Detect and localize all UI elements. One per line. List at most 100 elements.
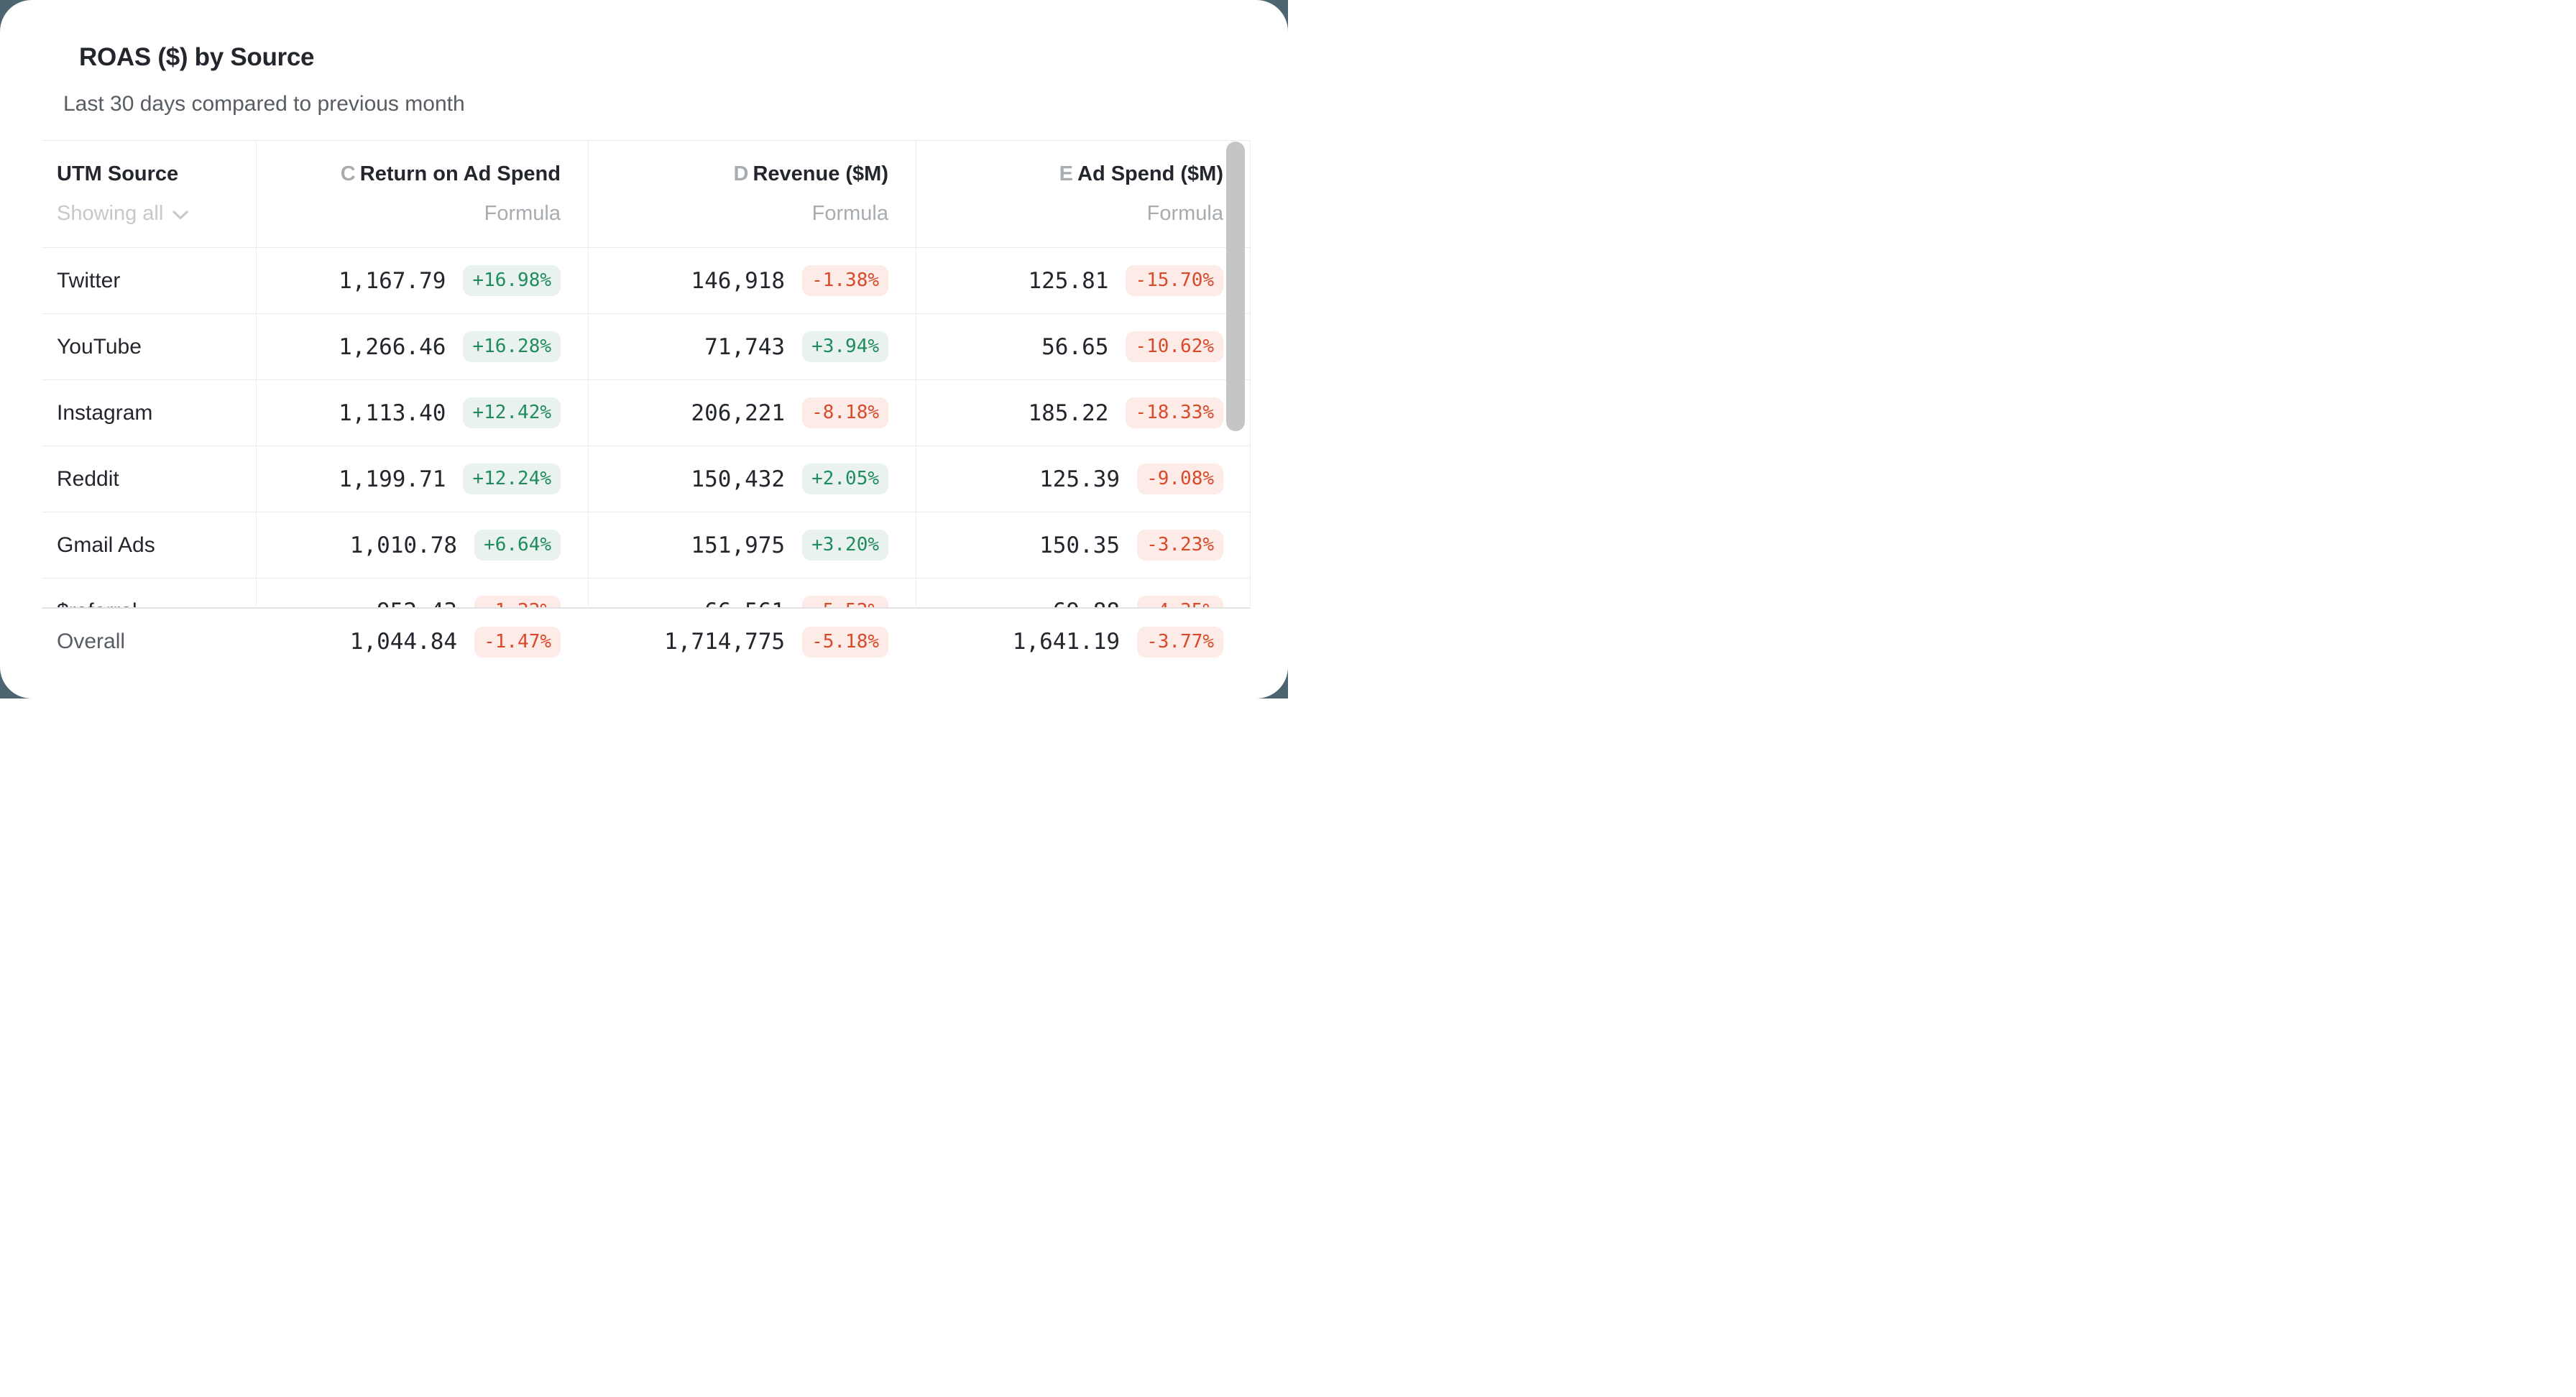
column-letter: C bbox=[340, 162, 356, 185]
source-cell: YouTube bbox=[57, 334, 142, 359]
summary-row: Overall 1,044.84 -1.47% 1,714,775 -5.18% 1… bbox=[42, 607, 1251, 675]
revenue-cell: 146,918 -1.38% bbox=[588, 248, 916, 313]
roas-value: 1,266.46 bbox=[339, 333, 446, 360]
column-label: Ad Spend ($M) bbox=[1077, 162, 1223, 185]
roas-delta-badge: -1.22% bbox=[474, 596, 561, 607]
column-formula-label: Formula bbox=[811, 202, 888, 225]
ad-spend-value: 150.35 bbox=[1039, 532, 1121, 558]
column-header-revenue[interactable]: D Revenue ($M) Formula bbox=[588, 141, 916, 247]
ad-spend-value: 125.81 bbox=[1028, 267, 1109, 294]
source-cell: Instagram bbox=[57, 400, 153, 425]
ad-spend-delta-badge: -3.23% bbox=[1137, 530, 1223, 561]
column-letter: E bbox=[1059, 162, 1073, 185]
revenue-delta-badge: -5.52% bbox=[802, 596, 888, 607]
ad-spend-value: 125.39 bbox=[1039, 466, 1121, 492]
overall-label: Overall bbox=[57, 630, 126, 653]
revenue-value: 66,561 bbox=[704, 599, 785, 608]
column-title: D Revenue ($M) bbox=[734, 162, 889, 186]
roas-cell: 1,167.79 +16.98% bbox=[256, 248, 588, 313]
ad-spend-cell: 185.22 -18.33% bbox=[916, 380, 1251, 446]
revenue-cell: 206,221 -8.18% bbox=[588, 380, 916, 446]
ad-spend-value: 185.22 bbox=[1028, 400, 1109, 426]
column-label: Revenue ($M) bbox=[753, 162, 888, 185]
ad-spend-value: 1,641.19 bbox=[1012, 629, 1121, 655]
column-header-ad-spend[interactable]: E Ad Spend ($M) Formula bbox=[916, 141, 1251, 247]
revenue-delta-badge: +2.05% bbox=[802, 464, 888, 494]
roas-delta-badge: +6.64% bbox=[474, 530, 561, 561]
column-label: Return on Ad Spend bbox=[359, 162, 561, 185]
roas-value: 1,044.84 bbox=[349, 629, 458, 655]
column-divider bbox=[1250, 140, 1251, 606]
column-formula-label: Formula bbox=[1146, 202, 1223, 225]
overall-roas-cell: 1,044.84 -1.47% bbox=[256, 609, 588, 675]
source-cell: Gmail Ads bbox=[57, 532, 155, 557]
card-title: ROAS ($) by Source bbox=[79, 43, 315, 71]
column-letter: D bbox=[733, 162, 749, 185]
roas-value: 1,199.71 bbox=[339, 466, 446, 492]
column-divider bbox=[588, 140, 589, 606]
card-subtitle: Last 30 days compared to previous month bbox=[63, 92, 465, 116]
ad-spend-delta-badge: -10.62% bbox=[1126, 331, 1223, 362]
ad-spend-cell: 125.39 -9.08% bbox=[916, 446, 1251, 512]
chevron-down-icon bbox=[172, 211, 188, 220]
revenue-cell: 71,743 +3.94% bbox=[588, 314, 916, 379]
ad-spend-value: 56.65 bbox=[1041, 333, 1109, 360]
roas-by-source-card: ROAS ($) by Source Last 30 days compared… bbox=[0, 0, 1288, 698]
roas-value: 1,010.78 bbox=[349, 532, 458, 558]
column-title: C Return on Ad Spend bbox=[341, 162, 561, 186]
revenue-value: 150,432 bbox=[691, 466, 786, 492]
table-row[interactable]: Instagram 1,113.40 +12.42% 206,221 -8.18% … bbox=[42, 380, 1251, 446]
roas-delta-badge: +16.98% bbox=[463, 265, 561, 296]
column-formula-label: Formula bbox=[484, 202, 561, 225]
revenue-value: 146,918 bbox=[691, 267, 786, 294]
roas-cell: 1,266.46 +16.28% bbox=[256, 314, 588, 379]
revenue-value: 206,221 bbox=[691, 400, 786, 426]
revenue-delta-badge: +3.20% bbox=[802, 530, 888, 561]
ad-spend-delta-badge: -4.35% bbox=[1137, 596, 1223, 607]
page-background: ROAS ($) by Source Last 30 days compared… bbox=[0, 0, 1288, 698]
roas-cell: 1,010.78 +6.64% bbox=[256, 512, 588, 578]
roas-value: 1,113.40 bbox=[339, 400, 446, 426]
ad-spend-cell: 69.88 -4.35% bbox=[916, 578, 1251, 607]
table-row[interactable]: Gmail Ads 1,010.78 +6.64% 151,975 +3.20% 1… bbox=[42, 512, 1251, 578]
revenue-value: 1,714,775 bbox=[664, 629, 786, 655]
revenue-delta-badge: +3.94% bbox=[802, 331, 888, 362]
roas-cell: 1,199.71 +12.24% bbox=[256, 446, 588, 512]
showing-all-label: Showing all bbox=[57, 202, 164, 225]
roas-delta-badge: -1.47% bbox=[474, 626, 561, 658]
utm-source-label: UTM Source bbox=[57, 162, 179, 185]
showing-all-dropdown[interactable]: Showing all bbox=[57, 202, 256, 226]
table-row[interactable]: Reddit 1,199.71 +12.24% 150,432 +2.05% 125… bbox=[42, 446, 1251, 512]
ad-spend-cell: 150.35 -3.23% bbox=[916, 512, 1251, 578]
revenue-value: 71,743 bbox=[704, 333, 786, 360]
revenue-delta-badge: -1.38% bbox=[802, 265, 888, 296]
column-divider bbox=[256, 140, 257, 606]
roas-cell: 1,113.40 +12.42% bbox=[256, 380, 588, 446]
roas-table: UTM Source Showing all C Return on Ad Spe… bbox=[42, 140, 1251, 675]
roas-value: 952.43 bbox=[377, 599, 457, 608]
ad-spend-cell: 125.81 -15.70% bbox=[916, 248, 1251, 313]
table-row[interactable]: Twitter 1,167.79 +16.98% 146,918 -1.38% 12… bbox=[42, 248, 1251, 314]
source-cell: Twitter bbox=[57, 268, 121, 292]
column-header-roas[interactable]: C Return on Ad Spend Formula bbox=[256, 141, 588, 247]
revenue-value: 151,975 bbox=[691, 532, 786, 558]
table-header-row: UTM Source Showing all C Return on Ad Spe… bbox=[42, 140, 1251, 248]
overall-revenue-cell: 1,714,775 -5.18% bbox=[588, 609, 916, 675]
roas-value: 1,167.79 bbox=[339, 267, 446, 294]
source-cell: Reddit bbox=[57, 466, 119, 491]
revenue-cell: 150,432 +2.05% bbox=[588, 446, 916, 512]
roas-delta-badge: +16.28% bbox=[463, 331, 561, 362]
ad-spend-delta-badge: -3.77% bbox=[1137, 626, 1223, 658]
table-row[interactable]: YouTube 1,266.46 +16.28% 71,743 +3.94% 56.… bbox=[42, 314, 1251, 380]
ad-spend-delta-badge: -15.70% bbox=[1126, 265, 1223, 296]
table-row-clipped[interactable]: $referral 952.43 -1.22% 66,561 -5.52% 69.8… bbox=[42, 578, 1251, 607]
ad-spend-value: 69.88 bbox=[1053, 599, 1120, 608]
table-body: Twitter 1,167.79 +16.98% 146,918 -1.38% 12… bbox=[42, 248, 1251, 607]
source-cell: $referral bbox=[42, 578, 256, 608]
revenue-cell: 151,975 +3.20% bbox=[588, 512, 916, 578]
revenue-cell: 66,561 -5.52% bbox=[588, 578, 916, 607]
vertical-scrollbar-thumb[interactable] bbox=[1226, 142, 1245, 431]
column-header-utm-source: UTM Source Showing all bbox=[42, 141, 256, 247]
revenue-delta-badge: -5.18% bbox=[802, 626, 888, 658]
ad-spend-delta-badge: -18.33% bbox=[1126, 397, 1223, 428]
